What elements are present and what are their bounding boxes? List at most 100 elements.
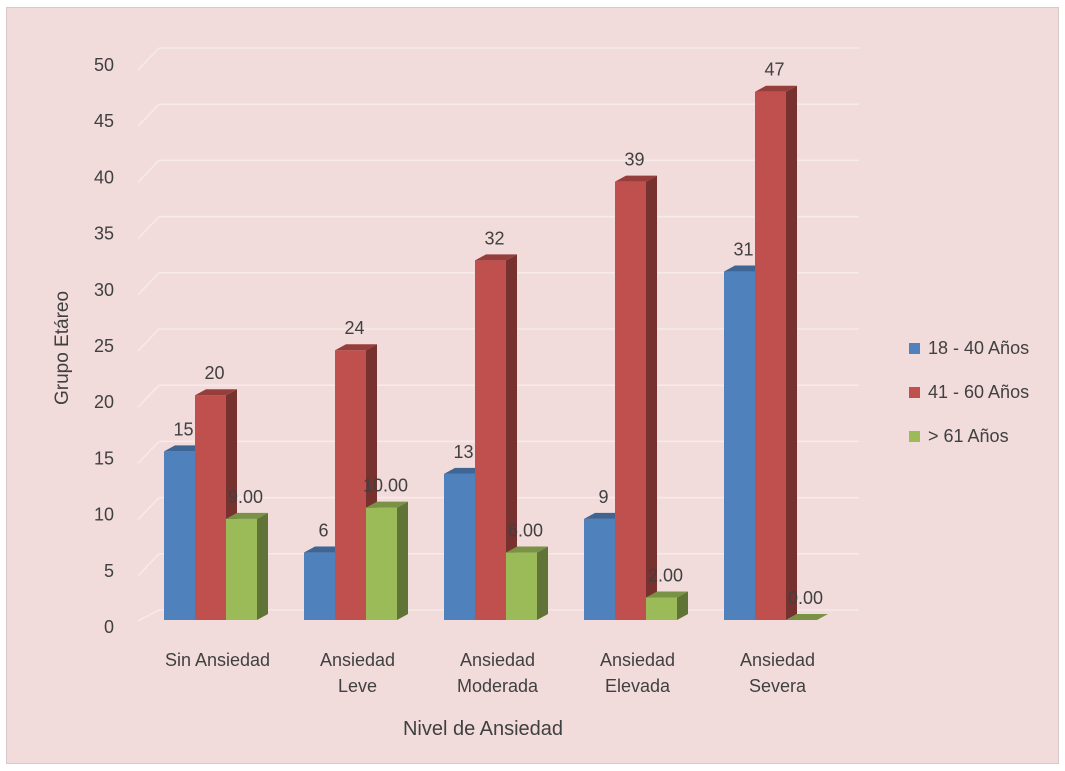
data-label: 9 — [598, 487, 608, 507]
data-label: 2.00 — [648, 566, 683, 586]
data-label: 0.00 — [788, 588, 823, 608]
gridline-depth — [137, 440, 160, 464]
bar-side — [646, 175, 657, 620]
y-tick-label: 50 — [94, 55, 114, 75]
bar-top — [786, 614, 828, 620]
bar-front — [646, 597, 677, 620]
y-tick-label: 5 — [104, 561, 114, 581]
bar-front — [164, 451, 195, 620]
bar-side — [677, 591, 688, 620]
bar-front — [226, 518, 257, 620]
data-label: 6 — [318, 521, 328, 541]
x-axis-ticks: Sin Ansiedad Ansiedad Leve Ansiedad Moderada… — [165, 650, 815, 696]
gridline-depth — [137, 103, 160, 127]
x-tick-label: Ansiedad — [740, 650, 815, 670]
y-tick-label: 0 — [104, 617, 114, 637]
y-tick-label: 20 — [94, 392, 114, 412]
data-label: 20 — [204, 363, 224, 383]
data-labels: 15 20 9.00 6 24 10.00 13 32 6.00 9 39 2.00 31 47 0.00 — [173, 60, 823, 608]
bar — [786, 614, 828, 620]
legend: 18 - 40 Años 41 - 60 Años > 61 Años — [909, 338, 1029, 446]
bar — [506, 546, 548, 620]
bar-front — [615, 181, 646, 620]
data-label: 31 — [733, 240, 753, 260]
bar-chart: 0 5 10 15 20 25 30 35 40 45 50 15 20 9.00 6 24 10.00 13 3… — [7, 8, 1058, 763]
bar-top — [755, 85, 797, 92]
bar-front — [304, 552, 335, 620]
x-tick-label: Moderada — [457, 676, 539, 696]
x-tick-label: Ansiedad — [600, 650, 675, 670]
x-axis-title: Nivel de Ansiedad — [403, 718, 563, 740]
bar-front — [366, 507, 397, 620]
gridline-depth — [137, 328, 160, 352]
gridline-depth — [137, 47, 160, 71]
y-tick-label: 30 — [94, 280, 114, 300]
bars — [164, 85, 828, 621]
bar-top — [335, 344, 377, 351]
data-label: 15 — [173, 419, 193, 439]
legend-swatch — [909, 387, 920, 398]
legend-swatch — [909, 343, 920, 354]
data-label: 10.00 — [363, 476, 408, 496]
bar-front — [195, 395, 226, 620]
chart-frame: 0 5 10 15 20 25 30 35 40 45 50 15 20 9.00 6 24 10.00 13 3… — [6, 7, 1059, 764]
y-tick-label: 40 — [94, 167, 114, 187]
gridline-depth — [137, 497, 160, 521]
bar-top — [366, 501, 408, 508]
floor-line-depth — [137, 609, 160, 622]
bar-top — [506, 546, 548, 553]
y-tick-label: 45 — [94, 111, 114, 131]
gridline-depth — [137, 553, 160, 577]
bar-top — [615, 175, 657, 182]
gridline-depth — [137, 272, 160, 296]
x-tick-label: Severa — [749, 676, 807, 696]
bar-front — [755, 91, 786, 621]
bar-top — [195, 389, 237, 396]
data-label: 32 — [484, 228, 504, 248]
bar-side — [786, 85, 797, 621]
bar-side — [506, 254, 517, 620]
bar-front — [506, 552, 537, 620]
x-tick-label: Elevada — [605, 676, 671, 696]
legend-swatch — [909, 431, 920, 442]
legend-label: 41 - 60 Años — [928, 382, 1029, 402]
bar — [615, 175, 657, 620]
bar-side — [257, 512, 268, 620]
y-tick-label: 10 — [94, 505, 114, 525]
x-tick-label: Leve — [338, 676, 377, 696]
x-tick-label: Ansiedad — [460, 650, 535, 670]
bar-side — [397, 501, 408, 620]
gridline-depth — [137, 384, 160, 408]
y-tick-label: 35 — [94, 224, 114, 244]
bar — [366, 501, 408, 620]
bar — [646, 591, 688, 620]
bar-side — [537, 546, 548, 620]
bar — [755, 85, 797, 621]
gridline-depth — [137, 159, 160, 183]
bar-front — [475, 260, 506, 620]
data-label: 39 — [624, 150, 644, 170]
bar-top — [646, 591, 688, 598]
data-label: 9.00 — [228, 487, 263, 507]
data-label: 13 — [453, 442, 473, 462]
x-tick-label: Ansiedad — [320, 650, 395, 670]
y-axis-ticks: 0 5 10 15 20 25 30 35 40 45 50 — [94, 55, 114, 637]
bar — [226, 512, 268, 620]
bar-top — [475, 254, 517, 261]
y-tick-label: 15 — [94, 448, 114, 468]
legend-label: 18 - 40 Años — [928, 338, 1029, 358]
bar-front — [335, 350, 366, 620]
bar-front — [444, 473, 475, 620]
bar-top — [226, 512, 268, 519]
gridline-depth — [137, 216, 160, 240]
bar-front — [584, 518, 615, 620]
data-label: 24 — [344, 318, 364, 338]
legend-label: > 61 Años — [928, 426, 1009, 446]
bar-front — [724, 271, 755, 620]
data-label: 47 — [764, 60, 784, 80]
x-tick-label: Sin Ansiedad — [165, 650, 270, 670]
bar — [475, 254, 517, 620]
data-label: 6.00 — [508, 521, 543, 541]
y-axis-title: Grupo Etáreo — [52, 291, 73, 405]
y-tick-label: 25 — [94, 336, 114, 356]
